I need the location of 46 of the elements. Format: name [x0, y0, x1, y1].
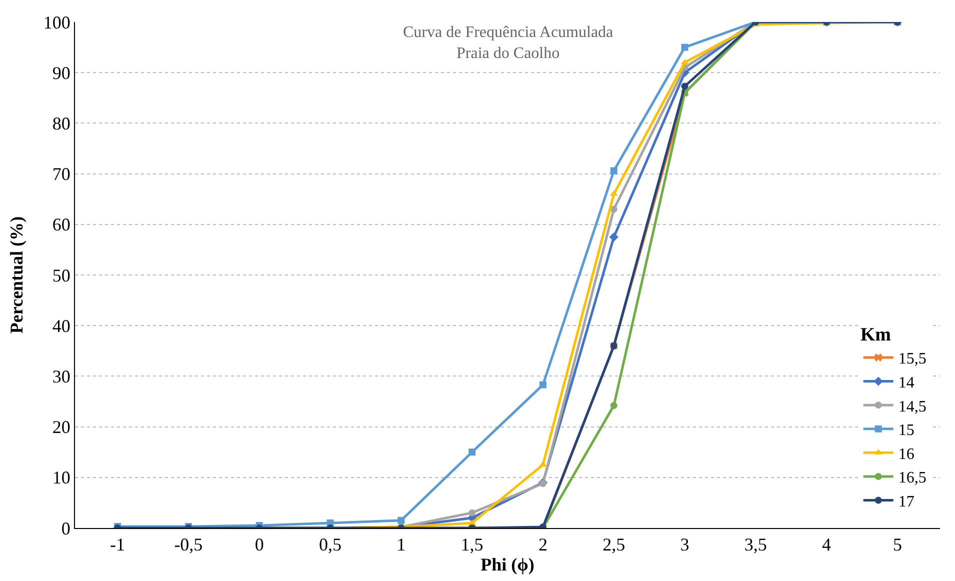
legend-label: 17: [898, 494, 914, 511]
y-tick-label: 10: [52, 468, 70, 488]
x-axis-title: Phi (ϕ): [480, 554, 534, 575]
x-tick-label: -1: [110, 534, 126, 555]
x-tick-label: 1: [396, 534, 406, 555]
point: [539, 381, 546, 388]
y-tick-label: 40: [52, 316, 70, 336]
x-tick-label: 3: [680, 534, 690, 555]
legend-label: 14,5: [898, 398, 926, 416]
x-tick-label: 2: [538, 534, 548, 555]
y-tick-label: 60: [52, 214, 70, 235]
y-axis-title: Percentual (%): [6, 216, 27, 334]
x-tick-label: 0: [254, 534, 264, 555]
point: [610, 402, 618, 410]
point: [609, 232, 618, 242]
legend-title: Km: [860, 324, 892, 346]
legend-label: 14: [898, 374, 914, 392]
y-tick-label: 20: [52, 417, 70, 438]
point: [468, 509, 476, 516]
x-tick-label: 2,5: [602, 534, 626, 555]
x-tick-label: -0,5: [174, 534, 203, 555]
text: Praia do Caolho: [456, 44, 560, 62]
x-tick-label: 1,5: [460, 534, 484, 555]
point: [398, 516, 405, 524]
point: [468, 519, 476, 525]
y-tick-label: 30: [52, 366, 70, 386]
legend-label: 15,5: [898, 350, 926, 368]
y-tick-label: 90: [52, 62, 70, 83]
x-tick-label: 0,5: [319, 534, 342, 555]
y-tick-label: 0: [61, 518, 70, 538]
chart-title: Curva de Frequência Acumulada: [403, 24, 614, 41]
y-tick-label: 80: [52, 114, 70, 134]
x-tick-label: 4: [822, 534, 832, 555]
y-tick-label: 70: [52, 164, 70, 184]
point: [468, 448, 476, 456]
legend-label: 16,5: [898, 470, 926, 487]
x-tick-label: 5: [892, 534, 902, 555]
legend-label: 16: [898, 446, 914, 463]
x-tick-label: 3,5: [744, 534, 767, 555]
point: [680, 58, 689, 64]
legend-label: 15: [898, 422, 914, 440]
y-tick-label: 100: [43, 12, 70, 32]
y-tick-label: 50: [52, 265, 70, 286]
point: [681, 44, 688, 51]
point: [681, 82, 688, 90]
point: [610, 167, 618, 174]
